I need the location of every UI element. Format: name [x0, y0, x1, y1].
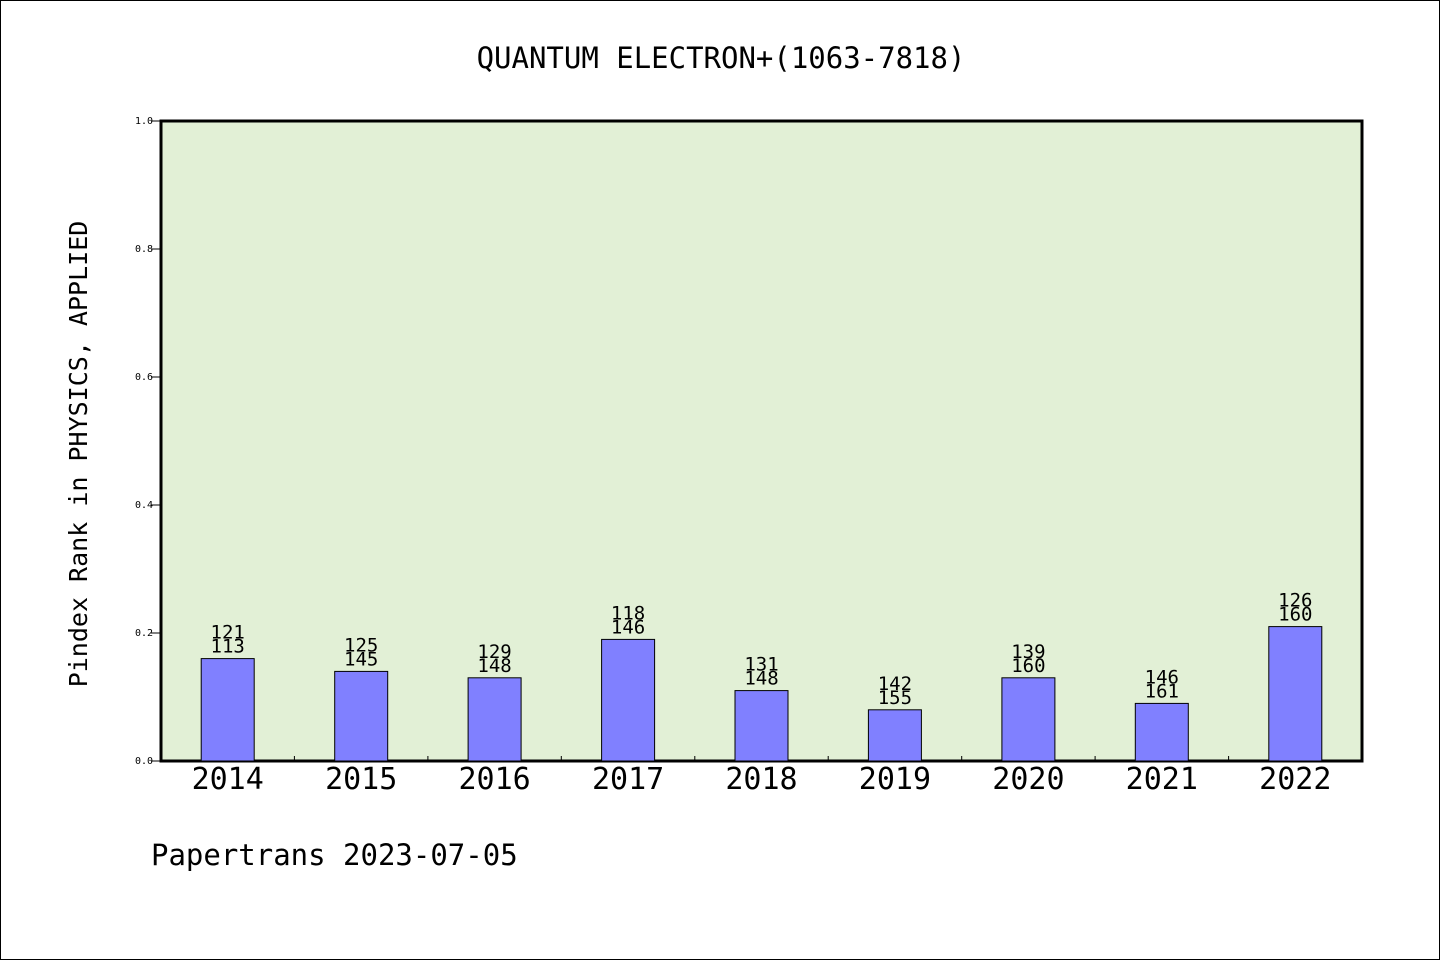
x-tick-label-2020: 2020: [992, 762, 1064, 797]
bar-label-bottom-2017: 146: [611, 616, 645, 638]
bar-label-top-2014: 121: [211, 622, 245, 644]
bar-2016: [467, 677, 522, 762]
bar-2022: [1268, 626, 1323, 762]
bar-2018: [734, 690, 789, 762]
y-tick-label-2: 0.4: [135, 500, 153, 511]
y-tick-label-3: 0.6: [135, 372, 153, 383]
bar-label-top-2020: 139: [1011, 641, 1045, 663]
bar-label-bottom-2016: 148: [477, 655, 511, 677]
bar-label-top-2018: 131: [744, 654, 778, 676]
bar-2017: [601, 638, 656, 762]
chart-title: QUANTUM ELECTRON+(1063-7818): [477, 41, 966, 75]
y-axis-ticks: 0.0 0.2 0.4 0.6 0.8 1.0: [135, 116, 161, 767]
bar-label-top-2022: 126: [1278, 590, 1312, 612]
y-tick-label-0: 0.0: [135, 756, 153, 767]
bar-label-bottom-2018: 148: [744, 668, 778, 690]
x-tick-label-2015: 2015: [325, 762, 397, 797]
bar-label-top-2015: 125: [344, 634, 378, 656]
bar-label-top-2016: 129: [477, 641, 511, 663]
bar-2019: [867, 709, 922, 762]
bar-2014: [200, 658, 255, 762]
bar-2021: [1134, 702, 1189, 762]
bar-2015: [334, 670, 389, 762]
bar-label-bottom-2015: 145: [344, 648, 378, 670]
y-axis-label: Pindex Rank in PHYSICS, APPLIED: [64, 221, 93, 688]
bar-label-bottom-2020: 160: [1011, 655, 1045, 677]
x-axis-ticks: 2014 2015 2016 2017 2018 2019 2020 2021 2022: [192, 756, 1331, 797]
bar-label-top-2019: 142: [878, 673, 912, 695]
x-tick-label-2019: 2019: [859, 762, 931, 797]
y-tick-label-4: 0.8: [135, 244, 153, 255]
bar-label-bottom-2021: 161: [1145, 680, 1179, 702]
footer-credit: Papertrans 2023-07-05: [151, 838, 518, 872]
x-tick-label-2014: 2014: [192, 762, 264, 797]
bar-label-bottom-2022: 160: [1278, 604, 1312, 626]
plot-area: [159, 119, 1364, 763]
x-tick-label-2017: 2017: [592, 762, 664, 797]
bar-2020: [1001, 677, 1056, 762]
y-tick-label-1: 0.2: [135, 628, 153, 639]
bar-label-top-2017: 118: [611, 602, 645, 624]
bar-label-top-2021: 146: [1145, 666, 1179, 688]
x-tick-label-2018: 2018: [725, 762, 797, 797]
bar-label-bottom-2019: 155: [878, 687, 912, 709]
y-tick-label-5: 1.0: [135, 116, 153, 127]
bar-label-bottom-2014: 113: [211, 636, 245, 658]
x-tick-label-2021: 2021: [1126, 762, 1198, 797]
x-tick-label-2022: 2022: [1259, 762, 1331, 797]
x-tick-label-2016: 2016: [458, 762, 530, 797]
